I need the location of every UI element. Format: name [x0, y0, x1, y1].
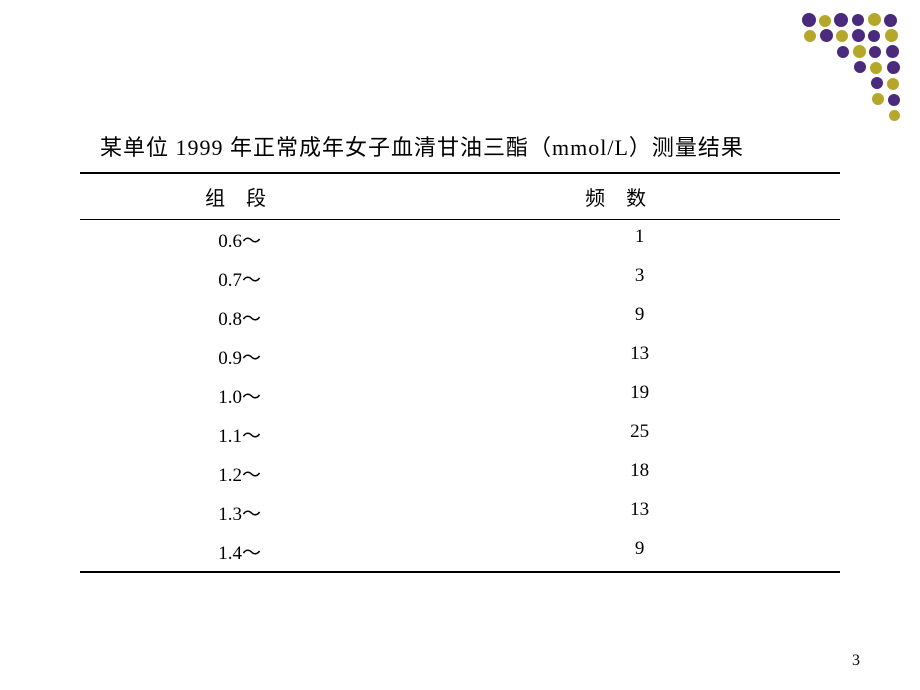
decoration-dot [854, 61, 866, 73]
table-header-row: 组 段 频 数 [80, 174, 840, 220]
decoration-dot [852, 14, 864, 26]
decoration-dot [868, 30, 880, 42]
cell-freq: 9 [399, 304, 840, 331]
corner-decoration [792, 8, 912, 128]
table-row: 1.0～19 [80, 376, 840, 415]
decoration-dot [888, 94, 900, 106]
cell-range: 0.7～ [80, 265, 399, 292]
header-freq: 频 数 [399, 182, 840, 211]
table-row: 0.7～3 [80, 259, 840, 298]
cell-freq: 13 [399, 499, 840, 526]
decoration-dot [836, 30, 848, 42]
decoration-dot [887, 61, 900, 74]
decoration-dot [837, 46, 849, 58]
header-range: 组 段 [80, 182, 399, 211]
table-title: 某单位 1999 年正常成年女子血清甘油三酯（mmol/L）测量结果 [80, 130, 840, 162]
table-row: 0.9～13 [80, 337, 840, 376]
decoration-dot [819, 15, 831, 27]
table-row: 0.8～9 [80, 298, 840, 337]
decoration-dot [885, 29, 898, 42]
cell-range: 1.2～ [80, 460, 399, 487]
cell-freq: 3 [399, 265, 840, 292]
decoration-dot [886, 45, 899, 58]
decoration-dot [884, 14, 897, 27]
decoration-dot [853, 45, 866, 58]
table-row: 1.2～18 [80, 454, 840, 493]
decoration-dot [889, 110, 900, 121]
cell-range: 1.4～ [80, 538, 399, 565]
cell-range: 1.0～ [80, 382, 399, 409]
table-row: 1.3～13 [80, 493, 840, 532]
decoration-dot [872, 93, 884, 105]
decoration-dot [870, 62, 882, 74]
cell-range: 0.8～ [80, 304, 399, 331]
decoration-dot [804, 30, 816, 42]
table-row: 0.6～1 [80, 220, 840, 259]
decoration-dot [820, 29, 833, 42]
cell-range: 1.1～ [80, 421, 399, 448]
decoration-dot [887, 78, 899, 90]
cell-freq: 9 [399, 538, 840, 565]
page-number: 3 [852, 652, 860, 670]
decoration-dot [871, 77, 883, 89]
cell-range: 1.3～ [80, 499, 399, 526]
cell-freq: 19 [399, 382, 840, 409]
slide-content: 某单位 1999 年正常成年女子血清甘油三酯（mmol/L）测量结果 组 段 频… [0, 0, 920, 573]
cell-freq: 1 [399, 226, 840, 253]
table-row: 1.4～9 [80, 532, 840, 571]
decoration-dot [869, 46, 881, 58]
data-table: 组 段 频 数 0.6～10.7～30.8～90.9～131.0～191.1～2… [80, 172, 840, 573]
decoration-dot [802, 13, 816, 27]
decoration-dot [834, 13, 848, 27]
decoration-dot [868, 13, 881, 26]
cell-range: 0.9～ [80, 343, 399, 370]
table-body: 0.6～10.7～30.8～90.9～131.0～191.1～251.2～181… [80, 220, 840, 571]
cell-freq: 25 [399, 421, 840, 448]
decoration-dot [852, 29, 865, 42]
cell-freq: 18 [399, 460, 840, 487]
cell-freq: 13 [399, 343, 840, 370]
cell-range: 0.6～ [80, 226, 399, 253]
table-row: 1.1～25 [80, 415, 840, 454]
